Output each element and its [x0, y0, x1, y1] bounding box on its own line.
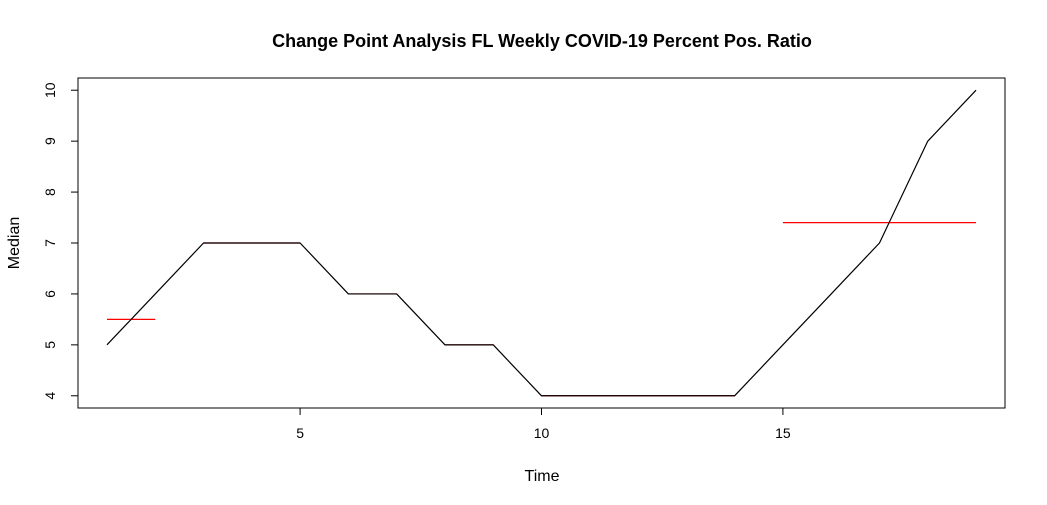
- y-axis-label: Median: [6, 217, 23, 269]
- y-tick-label: 4: [42, 392, 58, 400]
- x-axis: 5 10 15: [296, 407, 791, 441]
- chart-title: Change Point Analysis FL Weekly COVID-19…: [272, 31, 812, 51]
- change-point-segments: [106, 222, 977, 397]
- y-tick-label: 9: [42, 137, 58, 145]
- y-tick-label: 7: [42, 239, 58, 247]
- y-tick-label: 6: [42, 290, 58, 298]
- x-axis-label: Time: [525, 468, 560, 485]
- x-tick-label: 10: [534, 425, 550, 441]
- y-tick-label: 8: [42, 188, 58, 196]
- y-axis: 4 5 6 7 8 9 10: [42, 82, 79, 400]
- y-tick-label: 10: [42, 82, 58, 98]
- series-group: [106, 89, 977, 397]
- x-tick-label: 5: [296, 425, 304, 441]
- y-tick-label: 5: [42, 341, 58, 349]
- x-tick-label: 15: [775, 425, 791, 441]
- series-line: [106, 89, 977, 397]
